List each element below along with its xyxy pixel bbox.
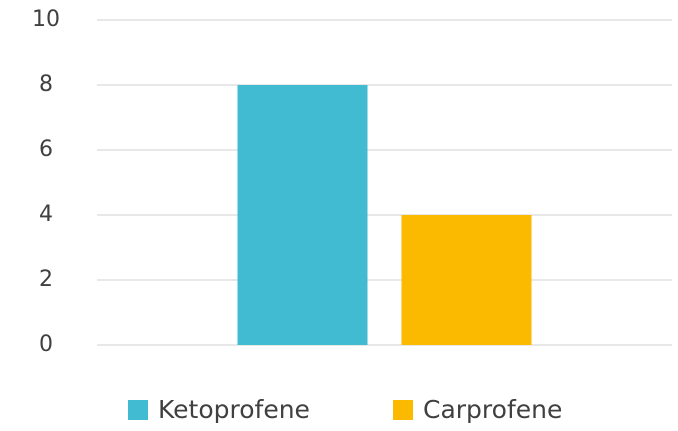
bar <box>237 85 368 345</box>
legend-swatch <box>393 400 413 420</box>
legend-label: Carprofene <box>423 395 562 424</box>
y-tick-label: 0 <box>39 332 53 357</box>
y-tick-label: 8 <box>39 72 53 97</box>
y-tick-label: 10 <box>32 7 60 32</box>
bar <box>401 215 532 345</box>
legend-label: Ketoprofene <box>158 395 310 424</box>
y-tick-label: 2 <box>39 267 53 292</box>
y-tick-label: 4 <box>39 202 53 227</box>
y-tick-label: 6 <box>39 137 53 162</box>
legend-swatch <box>128 400 148 420</box>
